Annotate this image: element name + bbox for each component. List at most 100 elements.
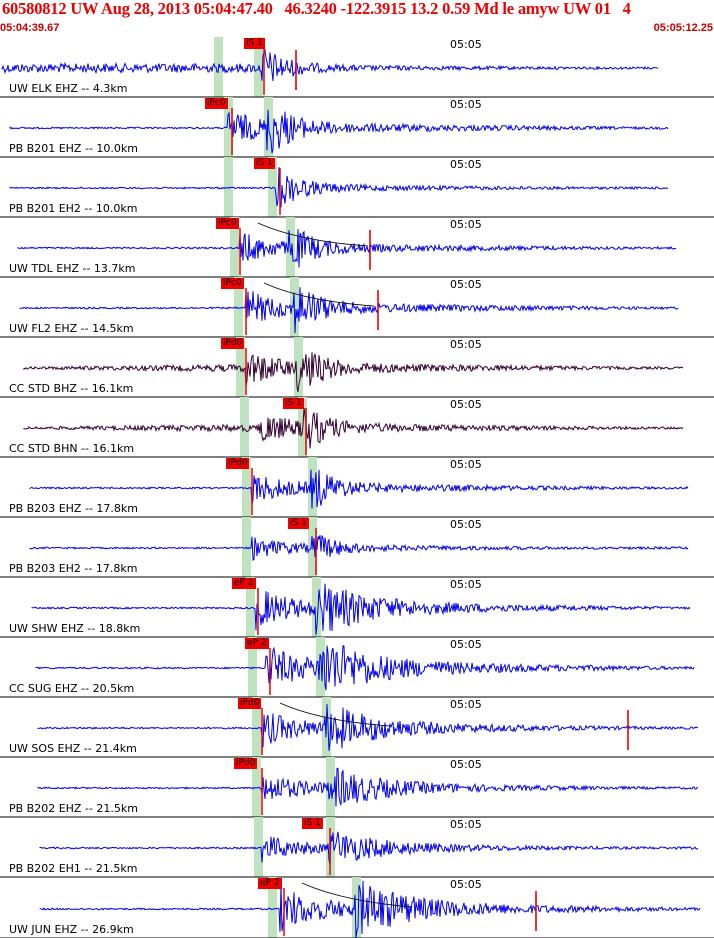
waveform (19, 287, 679, 334)
p-window-band (230, 217, 239, 277)
event-header: 60580812 UW Aug 28, 2013 05:04:47.40 46.… (0, 0, 714, 37)
trace-11 (0, 637, 714, 698)
pick-label[interactable]: iPd0 (221, 338, 245, 349)
waveform (17, 229, 677, 268)
s-window-band (268, 157, 277, 217)
minute-tick-label: 05:05 (450, 158, 482, 171)
coda-decay-curve (263, 282, 375, 307)
trace-15 (0, 877, 714, 938)
waveform (39, 880, 701, 938)
p-window-band (242, 517, 251, 577)
coda-decay-curve (279, 702, 391, 727)
coda-decay-curve (257, 222, 369, 247)
station-label: PB B203 EHZ -- 17.8km (9, 502, 138, 515)
trace-3 (0, 157, 714, 218)
s-window-band (316, 637, 325, 697)
trace-7 (0, 397, 714, 458)
minute-tick-label: 05:05 (450, 518, 482, 531)
p-window-band (252, 697, 261, 757)
trace-13 (0, 757, 714, 818)
trace-5 (0, 277, 714, 338)
minute-tick-label: 05:05 (450, 38, 482, 51)
trace-2 (0, 97, 714, 158)
pick-label[interactable]: eP 2 (258, 878, 282, 889)
p-window-band (224, 97, 233, 157)
waveform (37, 704, 699, 751)
station-label: UW TDL EHZ -- 13.7km (9, 262, 136, 275)
station-label: PB B201 EHZ -- 10.0km (9, 142, 138, 155)
minute-tick-label: 05:05 (450, 878, 482, 891)
end-time-label: 05:05:12.25 (653, 22, 713, 34)
waveform (23, 407, 684, 449)
minute-tick-label: 05:05 (450, 818, 482, 831)
waveform (29, 535, 689, 562)
station-label: CC STD BHZ -- 16.1km (9, 382, 134, 395)
station-label: PB B201 EH2 -- 10.0km (9, 202, 138, 215)
pick-label[interactable]: iPc0 (216, 218, 239, 229)
minute-tick-label: 05:05 (450, 338, 482, 351)
trace-10 (0, 577, 714, 638)
station-label: PB B203 EH2 -- 17.8km (9, 562, 138, 575)
pick-label[interactable]: iPc0 (205, 98, 228, 109)
station-label: UW SOS EHZ -- 21.4km (9, 742, 137, 755)
waveform (23, 352, 684, 393)
pick-label[interactable]: iS 1 (288, 518, 309, 529)
minute-tick-label: 05:05 (450, 458, 482, 471)
minute-tick-label: 05:05 (450, 758, 482, 771)
minute-tick-label: 05:05 (450, 398, 482, 411)
pick-label[interactable]: eP 2 (245, 638, 269, 649)
pick-label[interactable]: iS 1 (244, 38, 265, 49)
trace-12 (0, 697, 714, 758)
p-window-band (240, 397, 249, 457)
waveform (35, 644, 695, 691)
pick-label[interactable]: iS 1 (254, 158, 275, 169)
waveform (1, 48, 659, 82)
station-label: UW SHW EHZ -- 18.8km (9, 622, 141, 635)
pick-label[interactable]: iS 1 (283, 398, 304, 409)
minute-tick-label: 05:05 (450, 698, 482, 711)
p-window-band (268, 877, 277, 938)
s-window-band (312, 577, 321, 637)
waveform (37, 767, 699, 807)
p-window-band (246, 577, 255, 637)
p-window-band (252, 757, 261, 817)
pick-label[interactable]: iPc0 (221, 278, 244, 289)
p-window-band (224, 157, 233, 217)
p-window-band (234, 277, 243, 337)
minute-tick-label: 05:05 (450, 638, 482, 651)
minute-tick-label: 05:05 (450, 278, 482, 291)
trace-8 (0, 457, 714, 518)
coda-decay-curve (301, 882, 413, 908)
minute-tick-label: 05:05 (450, 578, 482, 591)
pick-label[interactable]: eP 2 (232, 578, 256, 589)
waveform (29, 469, 689, 509)
trace-4 (0, 217, 714, 278)
waveform (31, 583, 691, 635)
minute-tick-label: 05:05 (450, 98, 482, 111)
waveform (39, 831, 699, 865)
p-window-band (254, 817, 263, 877)
p-window-band (248, 637, 257, 697)
p-window-band (242, 457, 251, 517)
s-window-band (352, 877, 361, 938)
trace-6 (0, 337, 714, 398)
station-label: UW JUN EHZ -- 26.9km (9, 923, 134, 936)
start-time-label: 05:04:39.67 (0, 22, 60, 34)
trace-1 (0, 37, 714, 98)
waveform (9, 109, 669, 154)
pick-label[interactable]: iPd0 (234, 758, 258, 769)
pick-label[interactable]: iPd0 (226, 458, 250, 469)
minute-tick-label: 05:05 (450, 218, 482, 231)
pick-label[interactable]: iPd0 (238, 698, 262, 709)
station-label: UW ELK EHZ -- 4.3km (9, 82, 128, 95)
event-title: 60580812 UW Aug 28, 2013 05:04:47.40 46.… (2, 0, 631, 18)
s-window-band (294, 337, 303, 397)
pick-label[interactable]: iS 1 (302, 818, 323, 829)
station-label: CC STD BHN -- 16.1km (9, 442, 135, 455)
trace-9 (0, 517, 714, 578)
station-label: PB B202 EHZ -- 21.5km (9, 802, 138, 815)
station-label: CC SUG EHZ -- 20.5km (9, 682, 135, 695)
waveform (9, 167, 669, 208)
station-label: UW FL2 EHZ -- 14.5km (9, 322, 134, 335)
